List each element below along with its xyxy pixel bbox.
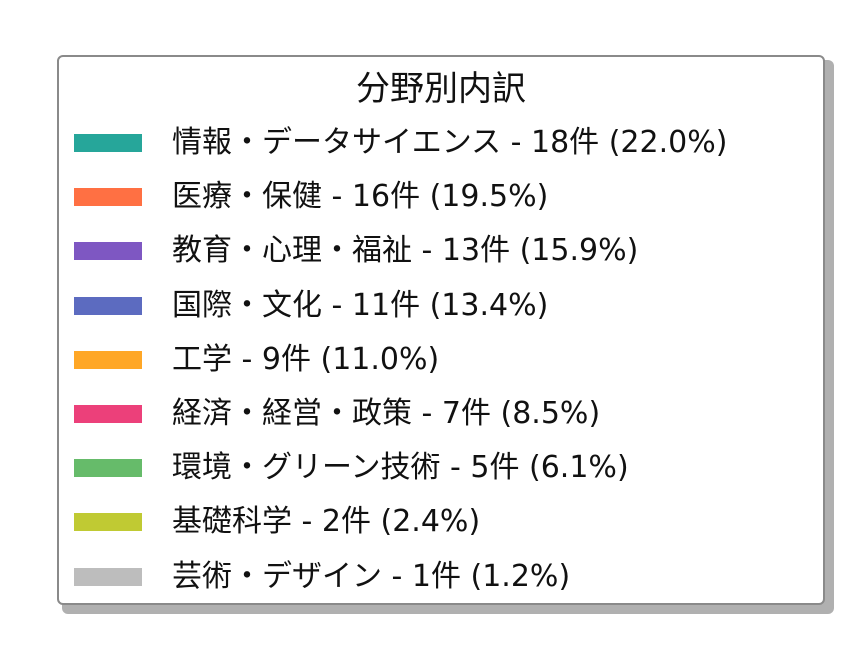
legend-entry: 工学 - 9件 (11.0%) xyxy=(59,338,823,382)
legend-label: 経済・経営・政策 - 7件 (8.5%) xyxy=(172,396,601,431)
legend-swatch xyxy=(74,134,142,152)
legend-swatch xyxy=(74,242,142,261)
legend-entry: 医療・保健 - 16件 (19.5%) xyxy=(59,175,823,219)
legend-swatch xyxy=(74,350,142,369)
legend-entry: 経済・経営・政策 - 7件 (8.5%) xyxy=(59,392,823,436)
legend-label: 医療・保健 - 16件 (19.5%) xyxy=(172,179,549,215)
legend-entry: 環境・グリーン技術 - 5件 (6.1%) xyxy=(59,446,823,490)
legend-swatch xyxy=(74,188,142,207)
legend-label: 教育・心理・福祉 - 13件 (15.9%) xyxy=(172,233,639,269)
legend-label: 基礎科学 - 2件 (2.4%) xyxy=(172,504,481,540)
legend-label: 環境・グリーン技術 - 5件 (6.1%) xyxy=(172,450,629,486)
legend-entry: 情報・データサイエンス - 18件 (22.0%) xyxy=(59,121,823,165)
legend-label: 工学 - 9件 (11.0%) xyxy=(172,341,440,377)
legend-entry: 芸術・デザイン - 1件 (1.2%) xyxy=(59,555,823,599)
legend-title: 分野別内訳 xyxy=(356,69,526,109)
legend-entry: 基礎科学 - 2件 (2.4%) xyxy=(59,500,823,544)
legend-swatch xyxy=(74,513,142,532)
legend-entries: 情報・データサイエンス - 18件 (22.0%) 医療・保健 - 16件 (19… xyxy=(59,57,823,603)
legend-swatch xyxy=(74,459,142,478)
legend-swatch xyxy=(74,567,142,586)
legend-entry: 国際・文化 - 11件 (13.4%) xyxy=(59,284,823,328)
legend-swatch xyxy=(74,405,142,423)
legend-swatch xyxy=(74,296,142,315)
legend-entry: 教育・心理・福祉 - 13件 (15.9%) xyxy=(59,229,823,273)
legend-label: 情報・データサイエンス - 18件 (22.0%) xyxy=(172,125,728,160)
legend: 分野別内訳 情報・データサイエンス - 18件 (22.0%) 医療・保健 - 1… xyxy=(57,55,825,605)
legend-label: 芸術・デザイン - 1件 (1.2%) xyxy=(172,558,571,594)
legend-label: 国際・文化 - 11件 (13.4%) xyxy=(172,287,549,323)
